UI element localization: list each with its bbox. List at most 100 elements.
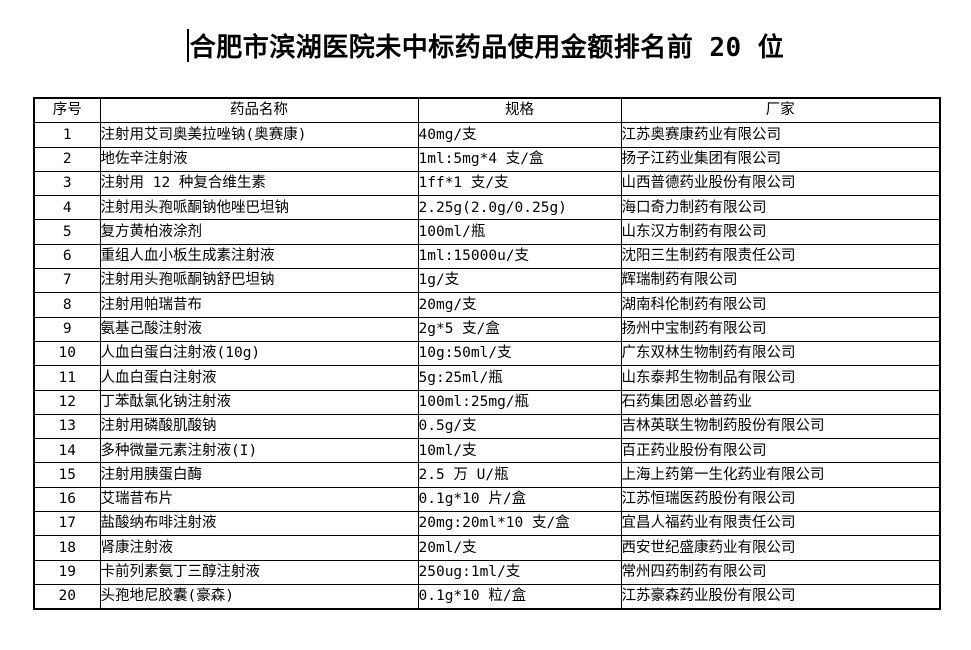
table-row: 15 注射用胰蛋白酶 2.5 万 U/瓶 上海上药第一生化药业有限公司 xyxy=(33,462,941,488)
drug-name-cell: 注射用磷酸肌酸钠 xyxy=(99,413,419,440)
drug-name-cell: 氨基己酸注射液 xyxy=(99,316,419,342)
row-index-cell: 6 xyxy=(33,243,101,270)
spec-cell: 1ml:5mg*4 支/盒 xyxy=(417,146,622,172)
spec-cell: 0.1g*10 片/盒 xyxy=(417,486,622,513)
manufacturer-cell: 常州四药制药有限公司 xyxy=(620,559,941,585)
manufacturer-cell: 江苏奥赛康药业有限公司 xyxy=(620,122,941,148)
row-index-cell: 4 xyxy=(33,195,101,221)
spec-cell: 2g*5 支/盒 xyxy=(417,316,622,342)
row-index-cell: 2 xyxy=(33,146,101,172)
column-header-index: 序号 xyxy=(33,97,101,124)
table-row: 18 肾康注射液 20ml/支 西安世纪盛康药业有限公司 xyxy=(33,535,941,561)
drug-name-cell: 头孢地尼胶囊(豪森) xyxy=(99,583,419,610)
drug-name-cell: 人血白蛋白注射液(10g) xyxy=(99,340,419,367)
row-index-cell: 11 xyxy=(33,365,101,391)
table-row: 5 复方黄柏液涂剂 100ml/瓶 山东汉方制药有限公司 xyxy=(33,219,941,245)
drug-name-cell: 注射用胰蛋白酶 xyxy=(99,462,419,488)
drug-name-cell: 盐酸纳布啡注射液 xyxy=(99,511,419,537)
manufacturer-cell: 吉林英联生物制药股份有限公司 xyxy=(620,413,941,440)
page-title: 合肥市滨湖医院未中标药品使用金额排名前 20 位 xyxy=(189,33,785,63)
column-header-manufacturer: 厂家 xyxy=(620,97,941,124)
drug-table: 序号 药品名称 规格 厂家 1 注射用艾司奥美拉唑钠(奥赛康) 40mg/支 江… xyxy=(33,97,941,611)
table-row: 1 注射用艾司奥美拉唑钠(奥赛康) 40mg/支 江苏奥赛康药业有限公司 xyxy=(33,122,941,148)
drug-name-cell: 注射用帕瑞昔布 xyxy=(99,292,419,318)
row-index-cell: 8 xyxy=(33,292,101,318)
manufacturer-cell: 沈阳三生制药有限责任公司 xyxy=(620,243,941,270)
drug-name-cell: 重组人血小板生成素注射液 xyxy=(99,243,419,270)
row-index-cell: 9 xyxy=(33,316,101,342)
row-index-cell: 5 xyxy=(33,219,101,245)
drug-name-cell: 注射用 12 种复合维生素 xyxy=(99,170,419,197)
row-index-cell: 10 xyxy=(33,340,101,367)
drug-name-cell: 艾瑞昔布片 xyxy=(99,486,419,513)
column-header-spec: 规格 xyxy=(417,97,622,124)
title-row: 合肥市滨湖医院未中标药品使用金额排名前 20 位 xyxy=(0,27,971,64)
spec-cell: 100ml:25mg/瓶 xyxy=(417,389,622,415)
manufacturer-cell: 海口奇力制药有限公司 xyxy=(620,195,941,221)
spec-cell: 2.25g(2.0g/0.25g) xyxy=(417,195,622,221)
table-body: 1 注射用艾司奥美拉唑钠(奥赛康) 40mg/支 江苏奥赛康药业有限公司 2 地… xyxy=(33,122,941,610)
row-index-cell: 14 xyxy=(33,438,101,464)
manufacturer-cell: 石药集团恩必普药业 xyxy=(620,389,941,415)
table-row: 6 重组人血小板生成素注射液 1ml:15000u/支 沈阳三生制药有限责任公司 xyxy=(33,243,941,270)
drug-name-cell: 人血白蛋白注射液 xyxy=(99,365,419,391)
manufacturer-cell: 广东双林生物制药有限公司 xyxy=(620,340,941,367)
manufacturer-cell: 西安世纪盛康药业有限公司 xyxy=(620,535,941,561)
spec-cell: 1g/支 xyxy=(417,268,622,294)
table-row: 14 多种微量元素注射液(I) 10ml/支 百正药业股份有限公司 xyxy=(33,438,941,464)
spec-cell: 250ug:1ml/支 xyxy=(417,559,622,585)
table-row: 17 盐酸纳布啡注射液 20mg:20ml*10 支/盒 宜昌人福药业有限责任公… xyxy=(33,511,941,537)
table-row: 4 注射用头孢哌酮钠他唑巴坦钠 2.25g(2.0g/0.25g) 海口奇力制药… xyxy=(33,195,941,221)
manufacturer-cell: 辉瑞制药有限公司 xyxy=(620,268,941,294)
drug-name-cell: 肾康注射液 xyxy=(99,535,419,561)
spec-cell: 20mg/支 xyxy=(417,292,622,318)
row-index-cell: 15 xyxy=(33,462,101,488)
table-row: 13 注射用磷酸肌酸钠 0.5g/支 吉林英联生物制药股份有限公司 xyxy=(33,413,941,440)
spec-cell: 20ml/支 xyxy=(417,535,622,561)
manufacturer-cell: 江苏豪森药业股份有限公司 xyxy=(620,583,941,610)
row-index-cell: 16 xyxy=(33,486,101,513)
table-row: 11 人血白蛋白注射液 5g:25ml/瓶 山东泰邦生物制品有限公司 xyxy=(33,365,941,391)
drug-name-cell: 丁苯酞氯化钠注射液 xyxy=(99,389,419,415)
spec-cell: 1ff*1 支/支 xyxy=(417,170,622,197)
drug-name-cell: 卡前列素氨丁三醇注射液 xyxy=(99,559,419,585)
manufacturer-cell: 扬子江药业集团有限公司 xyxy=(620,146,941,172)
manufacturer-cell: 扬州中宝制药有限公司 xyxy=(620,316,941,342)
row-index-cell: 13 xyxy=(33,413,101,440)
spec-cell: 2.5 万 U/瓶 xyxy=(417,462,622,488)
row-index-cell: 19 xyxy=(33,559,101,585)
table-row: 16 艾瑞昔布片 0.1g*10 片/盒 江苏恒瑞医药股份有限公司 xyxy=(33,486,941,513)
header-row: 序号 药品名称 规格 厂家 xyxy=(33,97,941,124)
drug-name-cell: 注射用头孢哌酮钠他唑巴坦钠 xyxy=(99,195,419,221)
row-index-cell: 3 xyxy=(33,170,101,197)
drug-name-cell: 地佐辛注射液 xyxy=(99,146,419,172)
table-row: 2 地佐辛注射液 1ml:5mg*4 支/盒 扬子江药业集团有限公司 xyxy=(33,146,941,172)
spec-cell: 10ml/支 xyxy=(417,438,622,464)
manufacturer-cell: 宜昌人福药业有限责任公司 xyxy=(620,511,941,537)
table-row: 10 人血白蛋白注射液(10g) 10g:50ml/支 广东双林生物制药有限公司 xyxy=(33,340,941,367)
manufacturer-cell: 山东泰邦生物制品有限公司 xyxy=(620,365,941,391)
drug-name-cell: 注射用艾司奥美拉唑钠(奥赛康) xyxy=(99,122,419,148)
spec-cell: 20mg:20ml*10 支/盒 xyxy=(417,511,622,537)
table-row: 8 注射用帕瑞昔布 20mg/支 湖南科伦制药有限公司 xyxy=(33,292,941,318)
spec-cell: 0.1g*10 粒/盒 xyxy=(417,583,622,610)
manufacturer-cell: 山西普德药业股份有限公司 xyxy=(620,170,941,197)
drug-name-cell: 注射用头孢哌酮钠舒巴坦钠 xyxy=(99,268,419,294)
spec-cell: 1ml:15000u/支 xyxy=(417,243,622,270)
spec-cell: 40mg/支 xyxy=(417,122,622,148)
column-header-drug-name: 药品名称 xyxy=(99,97,419,124)
manufacturer-cell: 江苏恒瑞医药股份有限公司 xyxy=(620,486,941,513)
spec-cell: 0.5g/支 xyxy=(417,413,622,440)
table-row: 19 卡前列素氨丁三醇注射液 250ug:1ml/支 常州四药制药有限公司 xyxy=(33,559,941,585)
manufacturer-cell: 湖南科伦制药有限公司 xyxy=(620,292,941,318)
row-index-cell: 18 xyxy=(33,535,101,561)
row-index-cell: 20 xyxy=(33,583,101,610)
drug-name-cell: 复方黄柏液涂剂 xyxy=(99,219,419,245)
row-index-cell: 1 xyxy=(33,122,101,148)
table-row: 20 头孢地尼胶囊(豪森) 0.1g*10 粒/盒 江苏豪森药业股份有限公司 xyxy=(33,583,941,610)
drug-name-cell: 多种微量元素注射液(I) xyxy=(99,438,419,464)
manufacturer-cell: 山东汉方制药有限公司 xyxy=(620,219,941,245)
manufacturer-cell: 百正药业股份有限公司 xyxy=(620,438,941,464)
table-row: 9 氨基己酸注射液 2g*5 支/盒 扬州中宝制药有限公司 xyxy=(33,316,941,342)
